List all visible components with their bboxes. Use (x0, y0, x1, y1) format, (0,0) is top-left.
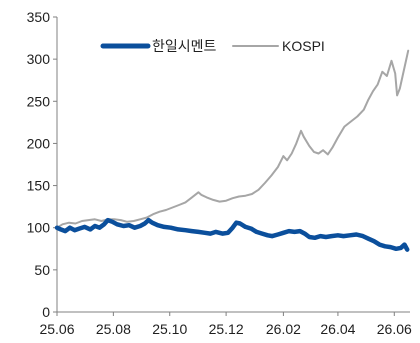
x-tick-label: 26.04 (320, 321, 355, 337)
x-tick-label: 25.06 (39, 321, 74, 337)
y-tick-label: 250 (27, 93, 51, 109)
axes (56, 17, 410, 313)
y-tick-label: 100 (27, 220, 51, 236)
series-line-kospi (56, 49, 410, 229)
x-tick-label: 25.08 (96, 321, 131, 337)
legend-item-hanil-cement: 한일시멘트 (100, 38, 217, 54)
legend-item-kospi: KOSPI (232, 38, 325, 54)
series-line-hanil-cement (54, 217, 410, 252)
y-tick-label: 350 (27, 9, 51, 25)
y-tick-label: 0 (42, 304, 50, 320)
x-tick-label: 26.02 (266, 321, 301, 337)
x-tick-label: 26.06 (377, 321, 412, 337)
y-tick-label: 300 (27, 51, 51, 67)
x-tick-label: 25.12 (209, 321, 244, 337)
y-tick-label: 50 (34, 262, 50, 278)
y-tick-label: 200 (27, 135, 51, 151)
series-layer (54, 49, 410, 252)
x-tick-label: 25.10 (152, 321, 187, 337)
legend-label: 한일시멘트 (152, 38, 217, 54)
legend-label: KOSPI (282, 38, 325, 54)
y-tick-label: 150 (27, 178, 51, 194)
legend: 한일시멘트 KOSPI (100, 38, 325, 54)
y-tick-labels: 0 50 100 150 200 250 300 350 (27, 9, 57, 320)
x-tick-labels: 25.06 25.08 25.10 25.12 26.02 26.04 26.06 (39, 312, 412, 337)
